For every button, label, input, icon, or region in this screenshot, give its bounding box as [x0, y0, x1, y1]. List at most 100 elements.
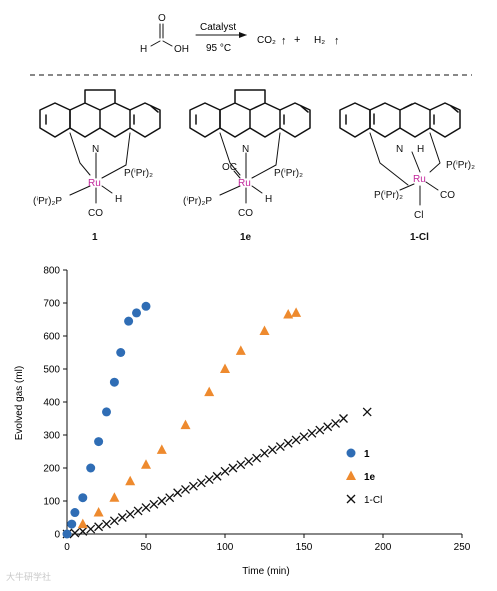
data-point: [94, 437, 104, 447]
data-point: [78, 526, 88, 536]
ruthenium-atom: Ru: [238, 178, 251, 189]
data-point: [133, 506, 143, 516]
data-point: [70, 528, 80, 538]
data-point: [149, 499, 159, 509]
chloride-ligand: Cl: [414, 210, 423, 221]
data-point: [188, 481, 198, 491]
data-point: [275, 442, 285, 452]
data-point: [102, 519, 111, 529]
structure-1: N Ru P(ⁱPr)₂ (ⁱPr)₂P CO H 1: [33, 89, 161, 243]
y-tick-label: 600: [43, 332, 60, 343]
data-point: [259, 325, 270, 336]
data-point: [339, 414, 348, 423]
data-point: [86, 524, 96, 534]
legend-marker: [346, 494, 356, 504]
x-axis-label: Time (min): [242, 566, 289, 577]
data-point: [141, 459, 151, 469]
hydride-ligand: H: [417, 144, 424, 155]
x-tick-label: 50: [140, 542, 152, 553]
carbonyl-oxygen-atom: O: [158, 13, 166, 24]
x-tick-label: 250: [454, 542, 471, 553]
data-point: [196, 478, 206, 488]
data-point: [212, 471, 222, 481]
data-point: [78, 493, 88, 503]
data-point: [165, 493, 175, 503]
watermark-text: 大牛研学社: [6, 571, 51, 582]
x-tick-label: 200: [375, 542, 392, 553]
data-point: [173, 488, 183, 498]
data-point: [291, 307, 302, 317]
formic-acid-structure: O H OH: [140, 13, 189, 55]
data-point: [181, 484, 190, 494]
hydroxyl-group: OH: [174, 44, 189, 55]
y-tick-label: 100: [43, 497, 60, 508]
y-axis-ticks: 0 100 200 300 400 500 600 700 800: [43, 266, 67, 541]
carbonyl-ligand-oc: OC: [222, 162, 237, 173]
phosphine-bottom: P(ⁱPr)₂: [374, 190, 403, 201]
data-point: [204, 475, 214, 485]
ruthenium-atom: Ru: [88, 178, 101, 189]
data-point: [220, 363, 230, 373]
data-point: [299, 432, 309, 442]
data-point: [156, 444, 167, 454]
nitrogen-atom: N: [396, 144, 403, 155]
data-point: [283, 438, 293, 448]
y-tick-label: 300: [43, 431, 60, 442]
data-point: [125, 509, 135, 519]
data-point: [260, 448, 269, 458]
legend-label: 1: [364, 449, 370, 460]
data-point: [362, 407, 372, 417]
phosphine-top: P(ⁱPr)₂: [124, 168, 153, 179]
x-tick-label: 100: [217, 542, 234, 553]
chart-axes: [66, 270, 462, 535]
x-tick-label: 0: [64, 542, 70, 553]
series-1: [62, 301, 151, 539]
catalyst-label: Catalyst: [200, 22, 236, 33]
data-point: [244, 456, 254, 466]
data-point: [323, 422, 333, 432]
legend-label: 1-Cl: [364, 495, 382, 506]
phosphine-bottom: (ⁱPr)₂P: [33, 196, 62, 207]
carbonyl-ligand: CO: [238, 208, 253, 219]
data-point: [70, 508, 80, 518]
gas-evolution-chart: 0 50 100 150 200 250 0 100 200 300 400 500 600 700 80…: [14, 266, 471, 578]
legend-marker: [346, 470, 356, 480]
data-point: [157, 496, 167, 506]
compound-label-1e: 1e: [240, 232, 252, 243]
x-axis-ticks: 0 50 100 150 200 250: [64, 534, 471, 553]
data-point: [62, 529, 72, 539]
carbonyl-ligand: CO: [440, 190, 455, 201]
structure-1-cl: N H Ru P(ⁱPr)₂ P(ⁱPr)₂ CO Cl 1-Cl: [339, 102, 475, 243]
data-point: [109, 377, 119, 387]
phosphine-top: P(ⁱPr)₂: [446, 160, 475, 171]
chart-legend: 1 1e 1-Cl: [346, 448, 382, 506]
nitrogen-atom: N: [92, 144, 99, 155]
compound-label-1: 1: [92, 232, 98, 243]
data-point: [291, 435, 301, 445]
legend-label: 1e: [364, 472, 376, 483]
data-point: [125, 475, 136, 486]
data-point: [132, 308, 142, 318]
compound-label-1-cl: 1-Cl: [410, 232, 429, 243]
reaction-temperature: 95 °C: [206, 43, 231, 54]
x-tick-label: 150: [296, 542, 313, 553]
product-co2: CO₂: [257, 35, 276, 46]
data-point: [67, 519, 77, 529]
data-point: [235, 345, 246, 355]
data-point: [267, 445, 277, 455]
data-point: [124, 316, 134, 326]
gas-evolution-arrow-co2: ↑: [281, 35, 287, 47]
y-tick-label: 200: [43, 464, 60, 475]
y-tick-label: 700: [43, 299, 60, 310]
gas-evolution-arrow-h2: ↑: [334, 35, 340, 47]
product-h2: H₂: [314, 35, 325, 46]
data-point: [180, 419, 191, 430]
y-axis-label: Evolved gas (ml): [14, 366, 25, 440]
data-point: [315, 425, 325, 435]
data-point: [307, 428, 317, 438]
data-point: [116, 348, 126, 357]
series-1-cl: [62, 407, 372, 539]
data-point: [220, 466, 230, 476]
